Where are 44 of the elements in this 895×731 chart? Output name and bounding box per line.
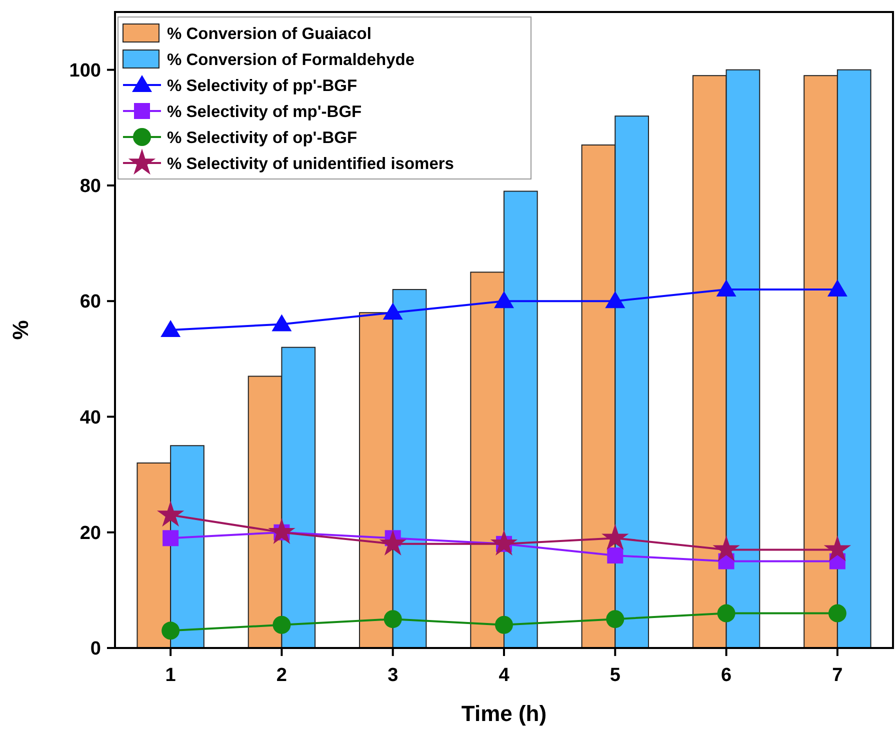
point xyxy=(607,547,624,564)
y-tick-label: 100 xyxy=(69,60,101,82)
point xyxy=(716,280,736,297)
x-tick-label: 1 xyxy=(165,665,176,686)
point xyxy=(490,530,518,556)
x-tick-label: 2 xyxy=(276,665,288,686)
point xyxy=(712,535,740,562)
point xyxy=(827,280,848,297)
legend-label: % Selectivity of unidentified isomers xyxy=(167,154,454,173)
y-axis-title: % xyxy=(8,320,33,340)
y-tick-label: 20 xyxy=(80,523,101,544)
legend-label: % Selectivity of op'-BGF xyxy=(167,128,358,147)
point xyxy=(382,302,403,320)
legend-label: % Conversion of Guaiacol xyxy=(167,24,372,43)
y-tick-label: 80 xyxy=(80,176,101,198)
x-tick-label: 4 xyxy=(498,665,510,686)
x-axis-title: Time (h) xyxy=(461,701,547,726)
point xyxy=(824,535,852,562)
point xyxy=(605,291,626,308)
point xyxy=(272,314,292,332)
point xyxy=(272,616,291,634)
point xyxy=(602,524,629,550)
point xyxy=(162,530,179,546)
y-tick-label: 60 xyxy=(80,292,101,313)
legend-label: % Selectivity of mp'-BGF xyxy=(167,102,362,121)
point xyxy=(162,622,180,640)
x-tick-label: 6 xyxy=(720,665,732,686)
point xyxy=(379,530,406,556)
legend-label: % Conversion of Formaldehyde xyxy=(167,50,415,69)
point xyxy=(495,616,513,634)
legend-label: % Selectivity of pp'-BGF xyxy=(167,76,358,95)
x-tick-label: 3 xyxy=(388,665,398,686)
point xyxy=(384,610,402,628)
point xyxy=(160,320,181,337)
point xyxy=(606,610,624,628)
point xyxy=(156,500,184,527)
x-tick-label: 5 xyxy=(610,665,621,686)
point xyxy=(717,604,736,622)
y-tick-label: 40 xyxy=(80,407,101,428)
point xyxy=(828,604,846,622)
point xyxy=(268,518,296,544)
y-tick-label: 0 xyxy=(90,638,101,660)
point xyxy=(494,291,514,308)
x-tick-label: 7 xyxy=(832,665,843,686)
